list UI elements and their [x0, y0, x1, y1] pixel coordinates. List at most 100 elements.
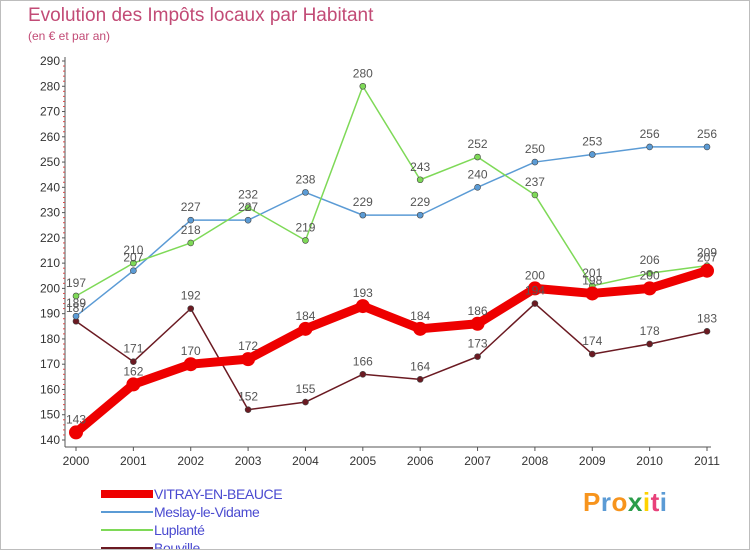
- legend-swatch: [101, 547, 153, 549]
- data-point: [72, 292, 80, 300]
- x-tick-label: 2004: [292, 454, 319, 468]
- data-label: 184: [295, 309, 315, 323]
- data-point: [474, 184, 481, 191]
- x-tick-label: 2003: [235, 454, 262, 468]
- series-line: [75, 85, 708, 297]
- y-tick-label: 280: [40, 79, 60, 93]
- x-tick-label: 2006: [407, 454, 434, 468]
- data-label: 207: [123, 251, 143, 265]
- series-line: [75, 302, 708, 411]
- data-point: [355, 299, 370, 314]
- data-point: [183, 357, 198, 372]
- data-point: [416, 376, 424, 383]
- logo-letter: i: [659, 487, 668, 517]
- data-label: 250: [525, 142, 545, 156]
- data-point: [646, 269, 653, 277]
- legend-label: Bouville: [154, 540, 200, 550]
- data-point: [531, 300, 539, 307]
- data-label: 237: [525, 175, 545, 189]
- data-label: 256: [640, 127, 660, 141]
- data-point: [416, 211, 424, 219]
- data-point: [187, 216, 195, 224]
- data-point: [474, 353, 481, 360]
- y-tick-label: 250: [40, 155, 60, 169]
- data-point: [474, 153, 481, 161]
- y-tick-label: 210: [40, 256, 60, 270]
- logo-letter: t: [650, 487, 660, 517]
- legend-item-luplante[interactable]: Luplanté: [101, 521, 282, 539]
- data-label: 253: [582, 134, 602, 148]
- data-label: 229: [353, 195, 373, 209]
- data-label: 152: [238, 390, 258, 404]
- data-label: 280: [353, 66, 373, 80]
- data-point: [646, 143, 653, 151]
- data-point: [585, 286, 600, 301]
- x-tick-label: 2002: [177, 454, 204, 468]
- series-line: [71, 266, 712, 437]
- x-tick-label: 2005: [349, 454, 376, 468]
- y-tick-label: 190: [40, 307, 60, 321]
- data-label: 173: [468, 337, 488, 351]
- y-tick-label: 260: [40, 130, 60, 144]
- data-point: [187, 305, 195, 312]
- y-tick-label: 200: [40, 281, 60, 295]
- data-label: 207: [697, 251, 717, 265]
- data-label: 171: [123, 342, 143, 356]
- data-point: [130, 267, 137, 275]
- data-point: [359, 371, 367, 378]
- data-point: [703, 143, 711, 151]
- data-point: [302, 237, 309, 244]
- data-label: 198: [582, 273, 602, 287]
- data-point: [416, 176, 424, 184]
- data-label: 200: [525, 268, 545, 282]
- data-label: 187: [66, 301, 86, 315]
- y-tick-label: 160: [40, 382, 60, 396]
- data-label: 178: [640, 324, 660, 338]
- x-tick-label: 2010: [636, 454, 663, 468]
- data-point: [244, 406, 252, 413]
- data-label: 209: [697, 246, 717, 260]
- x-tick-label: 2007: [464, 454, 491, 468]
- legend-swatch: [101, 511, 153, 513]
- data-point: [187, 239, 195, 247]
- y-tick-label: 140: [40, 433, 60, 447]
- legend-item-meslay-le-vidame[interactable]: Meslay-le-Vidame: [101, 503, 282, 521]
- data-label: 164: [410, 359, 430, 373]
- y-tick-label: 180: [40, 332, 60, 346]
- data-label: 143: [66, 412, 86, 426]
- data-label: 256: [697, 127, 717, 141]
- data-label: 189: [66, 296, 86, 310]
- data-point: [244, 216, 252, 224]
- legend-item-vitray-en-beauce[interactable]: VITRAY-EN-BEAUCE: [101, 485, 283, 503]
- data-point: [126, 377, 141, 392]
- legend-item-bouville[interactable]: Bouville: [101, 539, 282, 550]
- chart-title: Evolution des Impôts locaux par Habitant: [28, 5, 374, 26]
- x-tick-label: 2011: [694, 454, 720, 468]
- data-point: [359, 82, 367, 90]
- data-label: 240: [468, 167, 488, 181]
- proxiti-logo: Proxiti: [583, 487, 667, 518]
- data-label: 186: [468, 304, 488, 318]
- y-tick-label: 290: [40, 54, 60, 68]
- data-point: [72, 312, 80, 320]
- data-label: 183: [697, 311, 717, 325]
- data-label: 201: [582, 266, 602, 280]
- data-point: [302, 189, 309, 196]
- y-tick-label: 170: [40, 357, 60, 371]
- data-label: 194: [525, 284, 545, 298]
- data-label: 229: [410, 195, 430, 209]
- data-label: 192: [181, 289, 201, 303]
- x-tick-label: 2008: [522, 454, 549, 468]
- logo-letter: P: [583, 487, 601, 517]
- x-tick-label: 2000: [63, 454, 90, 468]
- data-label: 197: [66, 276, 86, 290]
- data-label: 155: [295, 382, 315, 396]
- data-point: [130, 259, 137, 267]
- data-label: 174: [582, 334, 602, 348]
- data-label: 200: [640, 268, 660, 282]
- y-tick-label: 270: [40, 105, 60, 119]
- data-label: 238: [295, 172, 315, 186]
- data-point: [531, 158, 539, 166]
- data-point: [244, 204, 252, 211]
